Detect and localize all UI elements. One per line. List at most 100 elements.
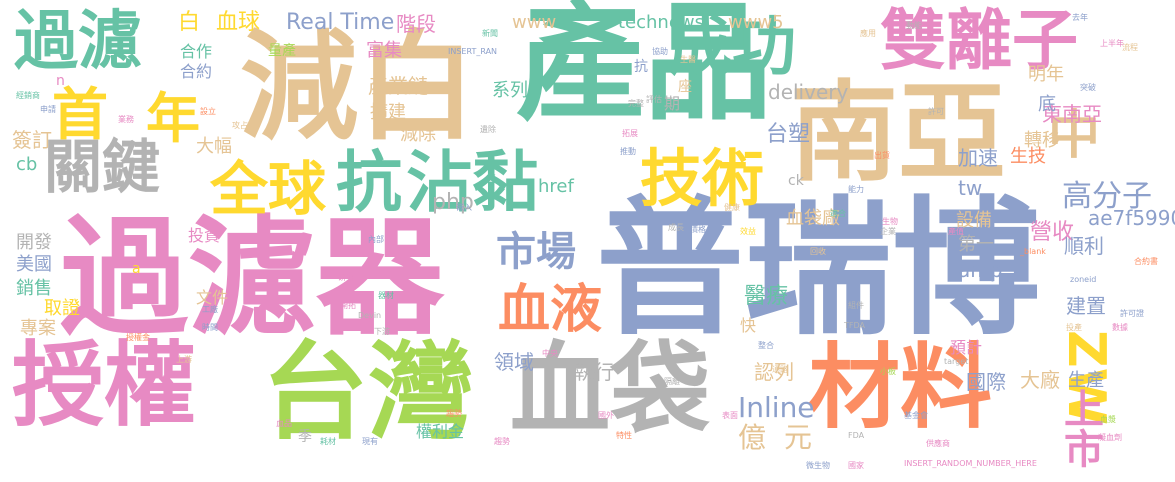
word-29: 血球 — [216, 10, 261, 35]
word-61: 順利 — [1064, 234, 1104, 258]
word-45: 合約 — [180, 62, 213, 81]
word-155: 健康 — [724, 203, 740, 212]
word-119: 國家 — [848, 461, 864, 470]
word-10: 過濾 — [14, 5, 142, 79]
word-72: 領域 — [494, 350, 534, 374]
word-106: 設立 — [200, 107, 216, 116]
word-152: 國外 — [598, 411, 614, 420]
word-54: php — [432, 190, 474, 215]
word-41: 生技 — [1010, 146, 1046, 167]
word-19: 中 — [1048, 106, 1101, 166]
word-25: Inline — [738, 391, 815, 424]
word-153: 推動 — [620, 147, 636, 156]
word-133: 產值 — [948, 227, 964, 236]
word-3: 減白 — [240, 18, 477, 156]
word-65: 開發 — [16, 232, 52, 253]
word-81: 期 — [664, 94, 681, 113]
word-124: 通路 — [772, 365, 788, 374]
word-117: 供應商 — [926, 439, 950, 448]
word-76: 大廠 — [1020, 368, 1060, 392]
word-40: 加速 — [958, 146, 998, 170]
word-37: 營收 — [1030, 220, 1075, 245]
word-57: ae7f5990 — [1088, 206, 1175, 230]
word-98: 應用 — [860, 29, 876, 38]
word-22: 市場 — [496, 229, 576, 275]
word-71: 投資 — [188, 226, 221, 245]
word-129: 能力 — [848, 185, 864, 194]
word-26: 億 — [738, 421, 767, 454]
word-144: 拓展 — [622, 129, 638, 138]
word-131: 適合 — [830, 209, 846, 218]
word-66: 美國 — [16, 254, 52, 275]
word-5: 授權 — [12, 332, 197, 439]
word-2: 產品 — [516, 0, 773, 138]
word-116: 特性 — [616, 431, 632, 440]
word-52: 明年 — [1028, 64, 1064, 85]
word-147: 時間 — [202, 323, 218, 332]
word-95: zoneid — [1070, 275, 1097, 284]
word-34: www5 — [728, 12, 784, 33]
word-115: 趨勢 — [494, 437, 510, 446]
word-13: 沾黏 — [406, 144, 538, 221]
word-43: 富集 — [366, 40, 402, 61]
word-146: 研發 — [338, 273, 354, 282]
word-38: 東南亞 — [1042, 102, 1102, 126]
word-121: 基金會 — [904, 411, 928, 420]
word-24: 高分子 — [1062, 179, 1152, 214]
word-134: 出貨 — [874, 151, 890, 160]
word-137: 中央 — [542, 349, 558, 358]
word-140: 成長 — [668, 223, 684, 232]
word-80: 季 — [298, 429, 312, 445]
word-67: 銷售 — [16, 278, 52, 299]
word-114: 耗材 — [320, 437, 336, 446]
word-16: 技術 — [640, 142, 765, 215]
word-11: 成功 — [668, 11, 796, 85]
word-73: 執行 — [574, 360, 614, 384]
word-159: 新聞 — [482, 29, 498, 38]
word-136: 下游 — [374, 327, 390, 336]
word-7: 血袋 — [510, 331, 710, 448]
word-150: 授權金 — [126, 333, 150, 342]
word-145: 價格 — [690, 225, 706, 234]
word-138: 上游 — [176, 355, 192, 364]
word-79: 權利金 — [416, 422, 465, 441]
word-100: 去年 — [1072, 13, 1088, 22]
word-126: 數據 — [1112, 323, 1128, 332]
word-86: a — [132, 261, 141, 277]
word-141: 嵌入 — [456, 203, 472, 212]
word-36: delivery — [768, 80, 849, 104]
word-88: INSERT_RANDOM_NUMBER_HERE — [904, 459, 1037, 468]
word-84: cb — [16, 154, 38, 175]
word-123: 小板 — [880, 367, 896, 376]
word-28: 白 — [178, 10, 201, 35]
word-151: 趨勢 — [446, 409, 462, 418]
word-125: 整合 — [758, 341, 774, 350]
word-82: 快 — [740, 316, 757, 335]
word-158: 回收 — [810, 247, 826, 256]
word-113: 現有 — [362, 437, 378, 446]
word-49: 減除 — [400, 124, 436, 145]
word-149: 工廠 — [202, 305, 218, 314]
word-60: 第一 — [958, 234, 994, 255]
word-94: target — [944, 357, 969, 366]
word-77: 生產 — [1068, 370, 1104, 391]
word-8: 材料 — [808, 334, 993, 441]
word-148: 開拓 — [340, 301, 356, 310]
word-108: 許可 — [928, 107, 944, 116]
word-50: 大幅 — [196, 136, 232, 157]
word-154: 完整 — [628, 99, 644, 108]
word-101: 上半年 — [1100, 39, 1124, 48]
word-12: 抗 — [336, 144, 402, 221]
word-139: 內部 — [368, 235, 384, 244]
word-44: 合作 — [180, 42, 213, 61]
word-103: 經銷商 — [16, 91, 40, 100]
word-89: INSERT_RAN — [448, 47, 498, 56]
word-51: 簽訂 — [12, 128, 52, 152]
word-18: 年 — [146, 87, 200, 150]
word-109: 許可證 — [1120, 309, 1144, 318]
word-32: www — [512, 12, 557, 33]
word-161: 動能 — [906, 21, 922, 30]
word-156: 效益 — [740, 227, 756, 236]
word-4: 南亞 — [790, 71, 1007, 196]
